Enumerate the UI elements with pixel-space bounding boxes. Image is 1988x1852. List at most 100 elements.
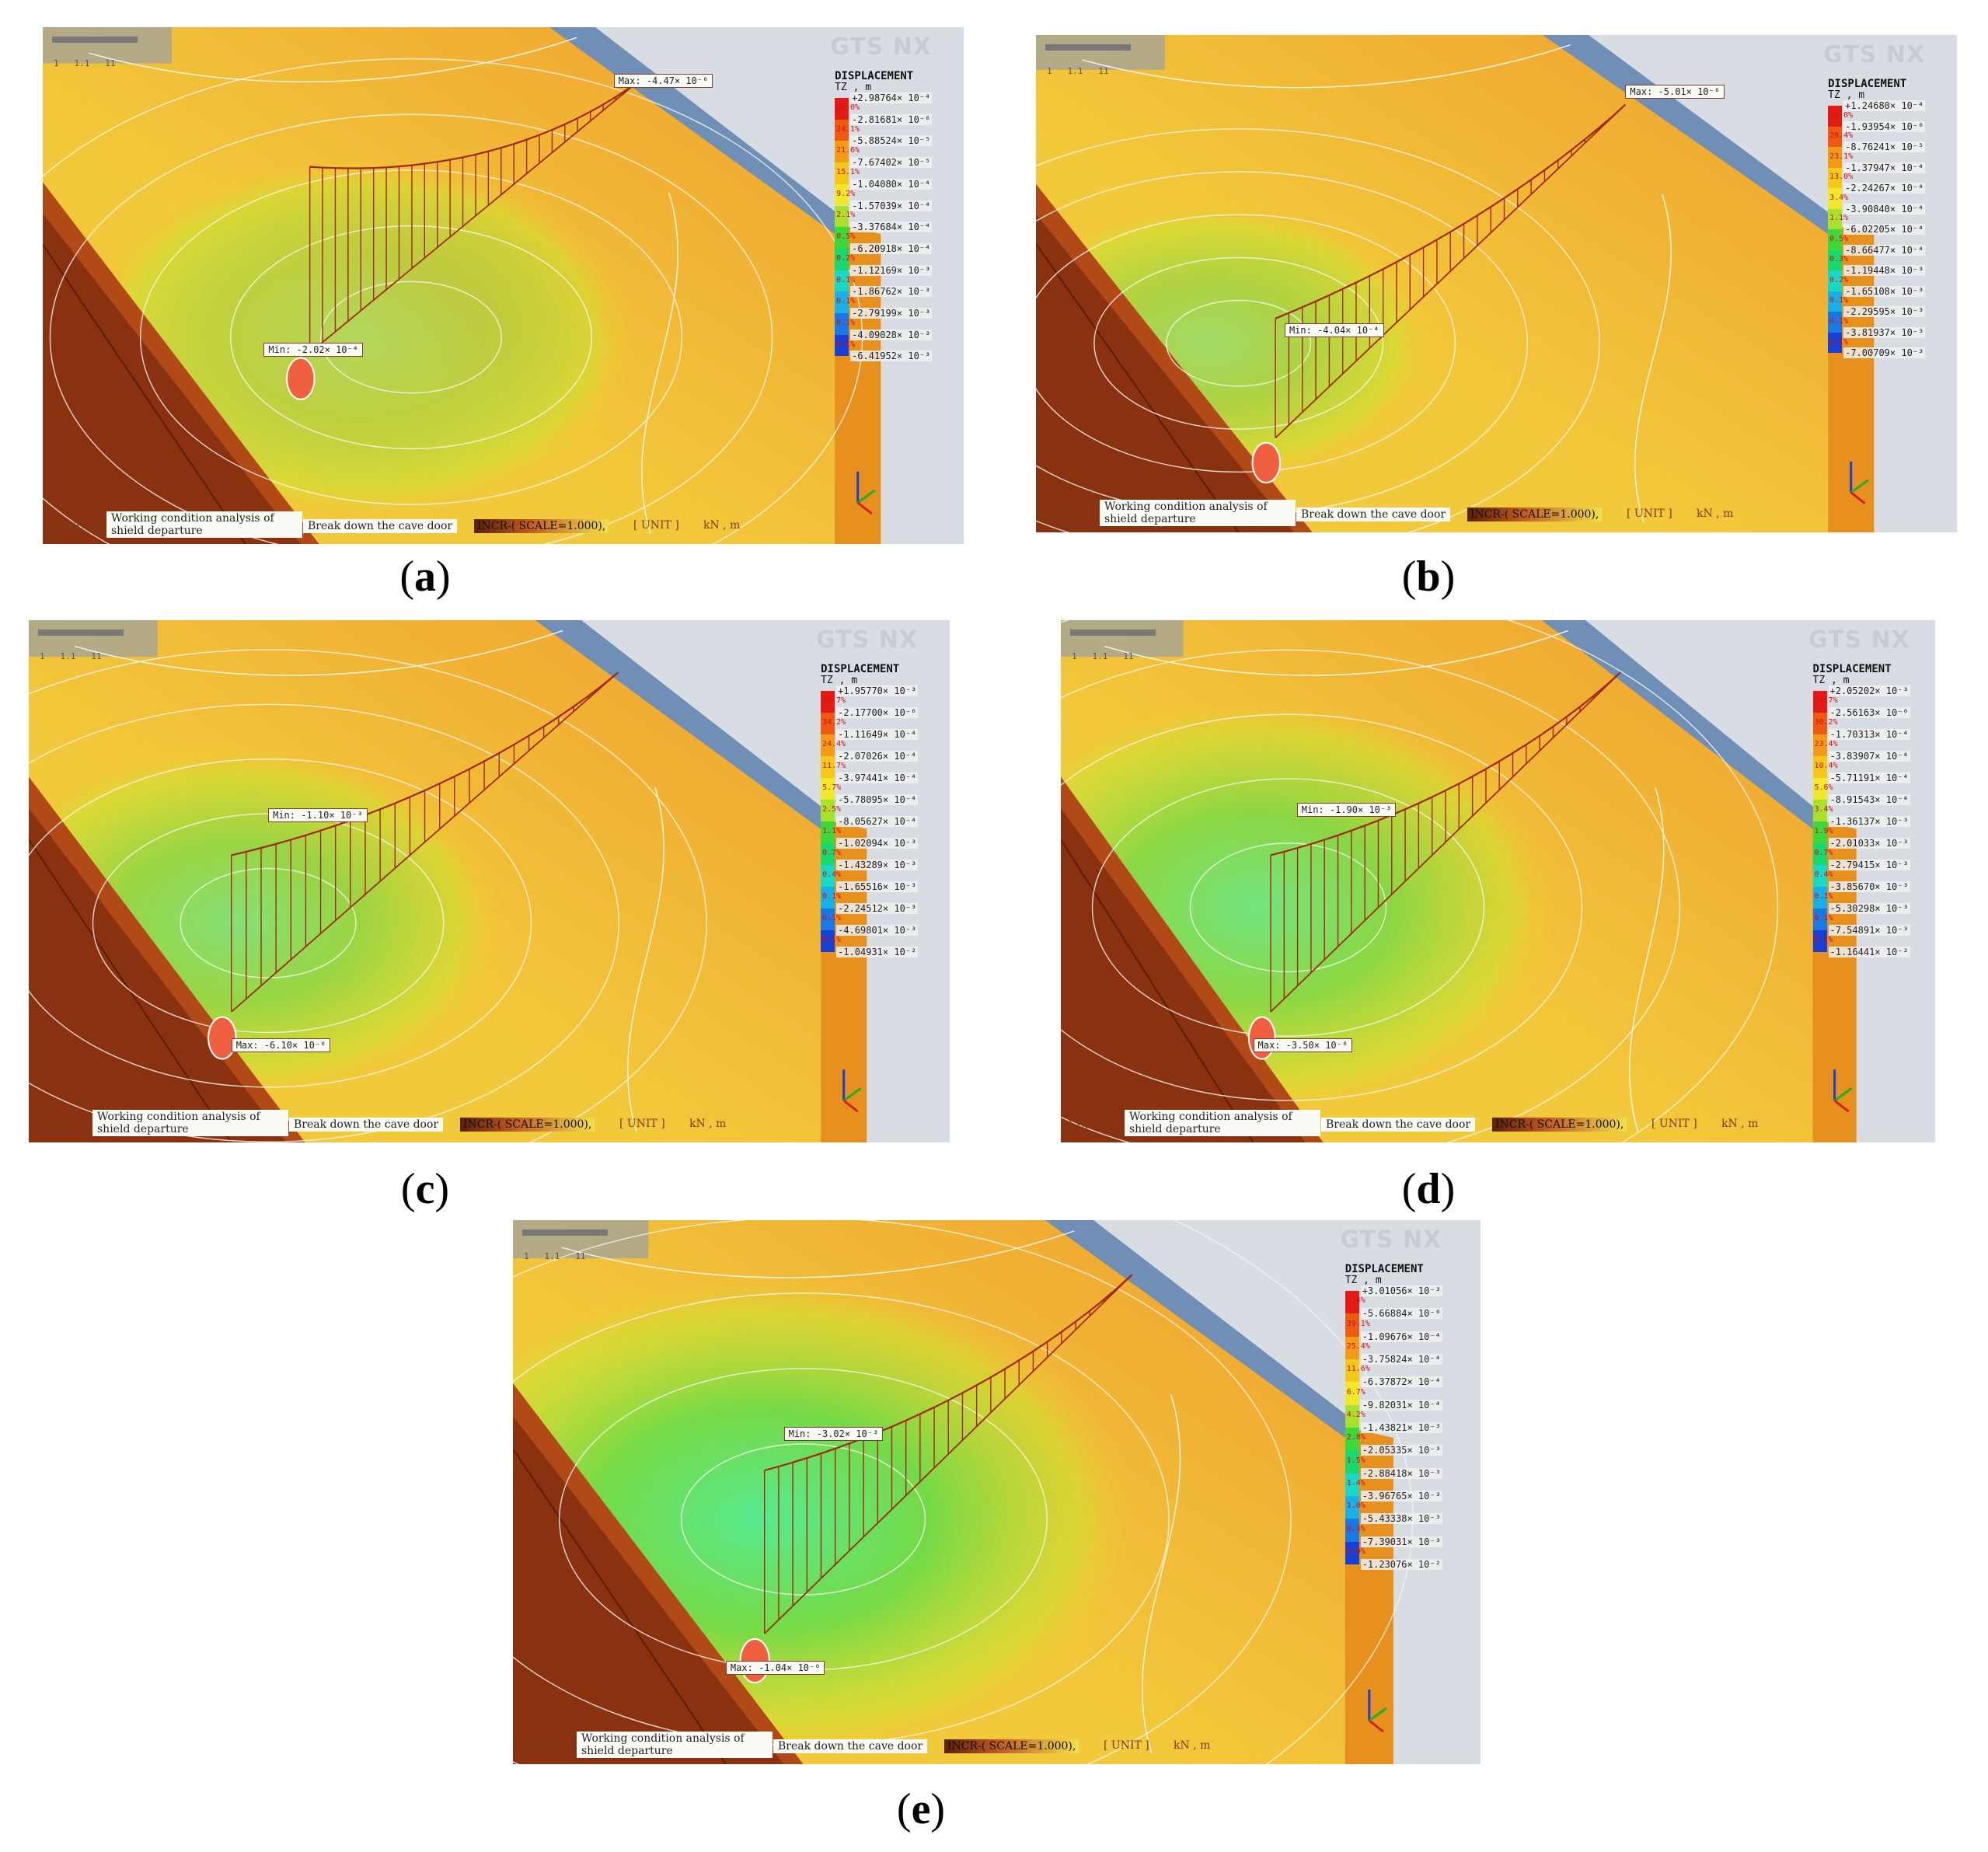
status-scale-label: INCR-( SCALE=1.000), bbox=[460, 1118, 595, 1132]
legend-unit: TZ , m bbox=[1345, 1275, 1382, 1286]
scale-ruler bbox=[522, 1229, 608, 1236]
status-bar: [ DATA ] Working condition analysis of sh… bbox=[1036, 500, 1957, 531]
panel-caption: (e) bbox=[896, 1785, 946, 1833]
legend-percent: 0.1% bbox=[822, 892, 842, 902]
legend-color-band bbox=[1345, 1473, 1359, 1496]
legend-tick-label: -1.57039× 10⁻⁴ bbox=[850, 200, 933, 211]
legend-percent: 18.7% bbox=[822, 696, 846, 705]
gts-nx-logo: GTS NX bbox=[1340, 1226, 1442, 1254]
legend-percent: 0.1% bbox=[836, 275, 856, 284]
legend-percent: 13.0% bbox=[1829, 173, 1854, 182]
legend-color-band bbox=[1828, 188, 1843, 209]
legend-color-band bbox=[821, 691, 835, 713]
legend-title: DISPLACEMENT bbox=[835, 70, 914, 82]
contour-plot bbox=[43, 27, 964, 544]
legend-percent: 0.1% bbox=[836, 297, 856, 306]
result-panel-c: 1 1.1 11 GTS NX DISPLACEMENT TZ , m +1.95770… bbox=[29, 620, 950, 1142]
status-step-label: Break down the cave door bbox=[303, 519, 458, 533]
legend-color-band bbox=[1812, 865, 1827, 888]
status-unit-label: [ UNIT ] bbox=[633, 519, 679, 532]
legend-percent: 21.6% bbox=[836, 146, 860, 155]
legend-tick-label: -1.04931× 10⁻² bbox=[836, 947, 919, 958]
legend-tick-label: -2.01033× 10⁻³ bbox=[1828, 838, 1910, 849]
legend-title: DISPLACEMENT bbox=[821, 663, 900, 675]
legend-percent: 0.1% bbox=[822, 914, 842, 923]
status-case-label: Working condition analysis of shield dep… bbox=[1100, 500, 1296, 526]
legend-color-band bbox=[1345, 1313, 1359, 1337]
axis-triad-icon bbox=[1850, 461, 1869, 504]
panel-caption: (d) bbox=[1401, 1165, 1456, 1213]
settlement-profile bbox=[1275, 103, 1627, 439]
min-displacement-label: Min: -1.10× 10⁻³ bbox=[268, 807, 368, 822]
legend-color-band bbox=[835, 248, 849, 270]
status-case-label: Working condition analysis of shield dep… bbox=[1125, 1110, 1320, 1136]
legend-color-band bbox=[1812, 756, 1827, 779]
legend-tick-label: +3.01056× 10⁻³ bbox=[1360, 1285, 1442, 1296]
legend-color-band bbox=[1828, 167, 1843, 189]
legend-tick-label: -1.16441× 10⁻² bbox=[1828, 947, 1910, 958]
legend-tick-label: -1.04080× 10⁻⁴ bbox=[850, 178, 933, 190]
legend-tick-label: -9.82031× 10⁻⁴ bbox=[1360, 1399, 1442, 1411]
legend-color-band bbox=[821, 887, 835, 909]
legend-color-band bbox=[821, 713, 835, 735]
legend-percent: 10.4% bbox=[1814, 762, 1838, 771]
legend-tick-label: -1.09676× 10⁻⁴ bbox=[1360, 1331, 1442, 1342]
legend-tick-label: -3.83907× 10⁻⁴ bbox=[1828, 751, 1910, 762]
status-bar: [ DATA ] Working condition analysis of sh… bbox=[29, 1110, 950, 1141]
status-scale-label: INCR-( SCALE=1.000), bbox=[474, 519, 609, 533]
legend-percent: 26.4% bbox=[1829, 131, 1854, 141]
legend-tick-label: -1.65516× 10⁻³ bbox=[836, 881, 919, 893]
legend-color-band bbox=[1828, 147, 1843, 168]
legend-color-band bbox=[835, 313, 849, 335]
legend-color-band bbox=[1345, 1428, 1359, 1451]
status-data-label: [ DATA ] bbox=[1069, 1119, 1115, 1132]
status-step-label: Break down the cave door bbox=[773, 1739, 928, 1753]
status-scale-label: INCR-( SCALE=1.000), bbox=[944, 1739, 1079, 1753]
legend-percent: 2.8% bbox=[1346, 1433, 1365, 1442]
legend-tick-label: -1.43821× 10⁻³ bbox=[1360, 1422, 1442, 1433]
legend-percent: 1.5% bbox=[1346, 1456, 1365, 1465]
axis-triad-icon bbox=[856, 471, 876, 514]
legend-percent: 5.7% bbox=[822, 783, 842, 793]
status-data-label: [ DATA ] bbox=[521, 1741, 567, 1753]
settlement-profile bbox=[764, 1274, 1133, 1634]
panel-caption-letter: b bbox=[1416, 553, 1441, 601]
status-case-label: Working condition analysis of shield dep… bbox=[577, 1732, 773, 1758]
legend-color-band bbox=[835, 291, 849, 313]
legend-tick-label: -1.93954× 10⁻⁶ bbox=[1843, 120, 1926, 132]
scale-ruler-ticks: 1 1.1 11 bbox=[1072, 651, 1134, 661]
legend-percent: 0.4% bbox=[822, 870, 842, 880]
max-displacement-label: Max: -3.50× 10⁻⁶ bbox=[1253, 1038, 1353, 1052]
status-step-label: Break down the cave door bbox=[1296, 507, 1451, 521]
legend-tick-label: -7.00709× 10⁻³ bbox=[1843, 347, 1926, 359]
legend-color-band bbox=[1812, 778, 1827, 800]
legend-tick-label: -1.70313× 10⁻⁴ bbox=[1828, 729, 1910, 741]
legend-color-band bbox=[1345, 1336, 1359, 1359]
result-panel-b: 1 1.1 11 GTS NX DISPLACEMENT TZ , m +1.24680… bbox=[1036, 35, 1957, 532]
displacement-legend: DISPLACEMENT TZ , m +2.05202× 10⁻³ -2.56163… bbox=[1812, 663, 1933, 958]
legend-tick-label: -6.37872× 10⁻⁴ bbox=[1360, 1376, 1442, 1388]
legend-unit: TZ , m bbox=[1812, 675, 1850, 686]
legend-percent: 0.4% bbox=[1346, 1524, 1365, 1533]
legend-tick-label: -3.85670× 10⁻³ bbox=[1828, 881, 1910, 893]
legend-tick-label: +2.05202× 10⁻³ bbox=[1828, 685, 1910, 696]
displacement-legend: DISPLACEMENT TZ , m +1.95770× 10⁻³ -2.17700… bbox=[821, 663, 947, 958]
legend-percent: 0.1% bbox=[1829, 337, 1849, 347]
min-displacement-label: Min: -3.02× 10⁻³ bbox=[783, 1427, 884, 1441]
status-data-label: [ DATA ] bbox=[1044, 509, 1090, 521]
legend-percent: 1.1% bbox=[1829, 214, 1849, 223]
gts-nx-logo: GTS NX bbox=[1823, 41, 1926, 68]
legend-percent: 11.6% bbox=[1346, 1365, 1370, 1374]
status-unit-label: [ UNIT ] bbox=[1627, 507, 1672, 520]
legend-unit: TZ , m bbox=[1828, 89, 1865, 101]
status-step-label: Break down the cave door bbox=[289, 1118, 444, 1132]
legend-percent: 24.1% bbox=[836, 124, 860, 134]
status-bar: [ DATA ] Working condition analysis of sh… bbox=[43, 511, 964, 542]
panel-caption: (a) bbox=[399, 553, 451, 601]
status-case-label: Working condition analysis of shield dep… bbox=[92, 1110, 288, 1136]
legend-color-band bbox=[835, 205, 849, 228]
gts-nx-logo: GTS NX bbox=[830, 33, 933, 61]
legend-tick-label: -2.29595× 10⁻³ bbox=[1843, 306, 1926, 318]
legend-color-band bbox=[835, 98, 849, 120]
legend-title: DISPLACEMENT bbox=[1345, 1263, 1424, 1275]
